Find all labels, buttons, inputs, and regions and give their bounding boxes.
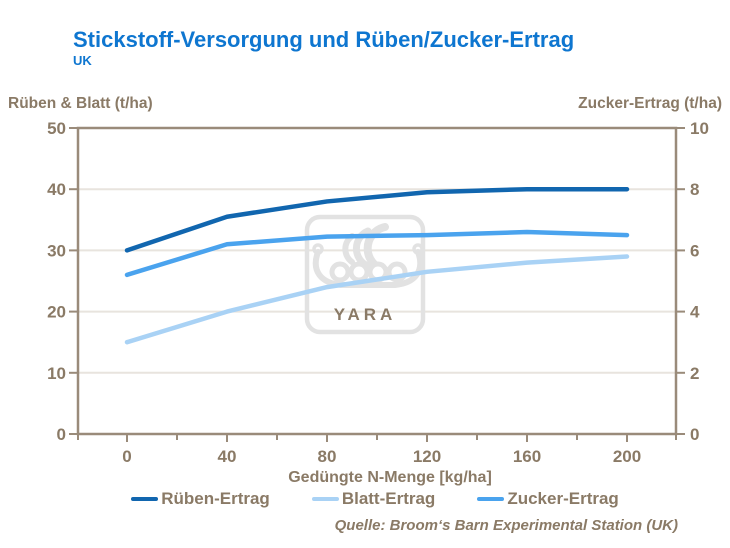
legend-label: Rüben-Ertrag <box>161 489 270 508</box>
y-axis-tick-label: 20 <box>47 303 66 322</box>
y2-axis-tick-label: 4 <box>690 303 700 322</box>
x-axis-tick-label: 160 <box>513 447 541 466</box>
ship-sail-icon <box>342 233 355 265</box>
y-axis-tick-label: 30 <box>47 241 66 260</box>
x-axis-tick-label: 40 <box>218 447 237 466</box>
legend-label: Blatt-Ertrag <box>341 489 436 508</box>
legend-item-zucker-ertrag: Zucker-Ertrag <box>477 489 619 509</box>
series-line-blatt-ertrag <box>124 254 630 345</box>
ship-shield-icon <box>348 261 370 283</box>
x-axis-tick-label: 80 <box>318 447 337 466</box>
x-axis-tick-label: 200 <box>613 447 641 466</box>
series-line-zucker-ertrag <box>124 229 630 278</box>
y2-axis-tick-label: 10 <box>690 119 709 138</box>
legend-label: Zucker-Ertrag <box>507 489 619 508</box>
y2-axis-tick-label: 2 <box>690 364 699 383</box>
source-caption: Quelle: Broom‘s Barn Experimental Statio… <box>334 517 678 534</box>
x-axis-title: Gedüngte N-Menge [kg/ha] <box>288 469 492 486</box>
ship-shield-icon <box>329 261 351 283</box>
ship-prow-icon <box>312 243 324 255</box>
y-axis-tick-label: 50 <box>47 119 66 138</box>
line-marker-icon <box>131 496 159 502</box>
watermark-text: YARA <box>334 305 397 324</box>
x-axis-tick-label: 120 <box>413 447 441 466</box>
y-axis-tick-label: 0 <box>57 425 66 444</box>
left-axis-title: Rüben & Blatt (t/ha) <box>8 95 153 112</box>
line-marker-icon <box>477 496 505 502</box>
y-axis-tick-label: 10 <box>47 364 66 383</box>
page-subtitle: UK <box>73 53 92 68</box>
y2-axis-tick-label: 6 <box>690 241 699 260</box>
ship-hull-icon <box>312 249 424 288</box>
y2-axis-tick-label: 8 <box>690 180 699 199</box>
page-title: Stickstoff-Versorgung und Rüben/Zucker-E… <box>73 27 575 52</box>
line-marker-icon <box>311 496 339 502</box>
ship-prow-icon <box>412 243 424 255</box>
y2-axis-tick-label: 0 <box>690 425 699 444</box>
series-line-rben-ertrag <box>124 186 630 253</box>
right-axis-title: Zucker-Ertrag (t/ha) <box>578 95 722 112</box>
chart-legend: Rüben-Ertrag Blatt-Ertrag Zucker-Ertrag <box>20 489 730 509</box>
legend-item-blatt-ertrag: Blatt-Ertrag <box>311 489 436 509</box>
x-axis-tick-label: 0 <box>122 447 131 466</box>
legend-item-rueben-ertrag: Rüben-Ertrag <box>131 489 270 509</box>
y-axis-tick-label: 40 <box>47 180 66 199</box>
